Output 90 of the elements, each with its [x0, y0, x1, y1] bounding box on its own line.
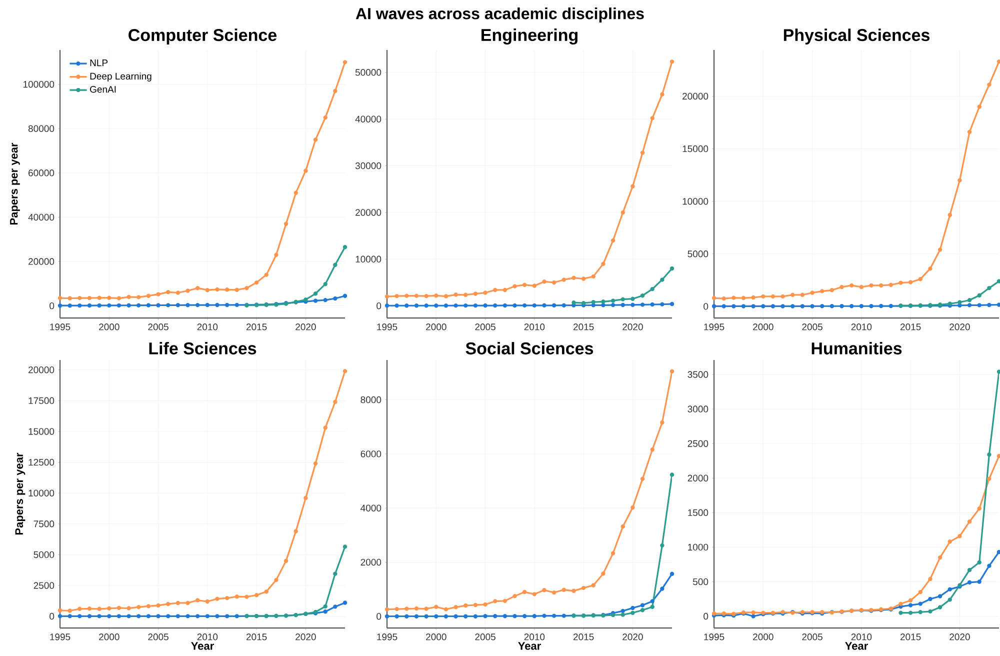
x-tick-label: 1995 [704, 634, 724, 640]
y-tick-label: 20000 [28, 258, 54, 265]
y-tick-label: 8000 [360, 396, 382, 404]
x-tick-label: 2015 [246, 324, 267, 330]
legend-label: GenAI [90, 86, 116, 93]
x-tick-label: 2020 [622, 324, 643, 330]
y-tick-label: 100000 [23, 80, 54, 88]
x-tick-label: 2010 [524, 634, 545, 640]
x-axis-title: Year [518, 642, 541, 650]
y-tick-label: 12500 [28, 458, 54, 466]
x-tick-label: 1995 [377, 324, 398, 330]
y-tick-label: 40000 [28, 214, 54, 221]
y-tick-label: 0 [704, 303, 708, 310]
chart-title: Social Sciences [466, 342, 594, 354]
legend-label: NLP [90, 60, 108, 66]
x-tick-label: 2015 [573, 634, 594, 640]
x-tick-label: 2020 [296, 324, 316, 330]
x-tick-label: 2000 [99, 324, 120, 330]
x-tick-label: 2020 [950, 324, 970, 330]
chart-title: Computer Science [128, 28, 277, 44]
x-tick-label: 2000 [426, 324, 446, 330]
x-tick-label: 2000 [753, 324, 774, 330]
y-tick-label: 1000 [688, 544, 708, 551]
chart-title: Humanities [812, 342, 902, 354]
y-tick-label: 10000 [28, 490, 54, 496]
chart-title: Physical Sciences [784, 28, 930, 44]
y-axis-title: Papers per year [10, 142, 20, 225]
x-tick-label: 2010 [851, 634, 872, 640]
x-axis-title: Year [845, 642, 868, 650]
x-tick-label: 2000 [426, 634, 446, 640]
y-tick-label: 20000 [682, 92, 708, 100]
x-tick-label: 2020 [950, 634, 970, 640]
x-tick-label: 2015 [900, 324, 921, 330]
y-tick-label: 1500 [688, 509, 708, 516]
x-tick-label: 2010 [851, 324, 872, 330]
y-tick-label: 20000 [28, 366, 54, 374]
x-tick-label: 2005 [802, 634, 822, 640]
x-tick-label: 2020 [622, 634, 643, 640]
y-tick-label: 17500 [28, 397, 54, 404]
chart-title: Engineering [482, 28, 578, 44]
y-tick-label: 0 [376, 302, 382, 310]
y-tick-label: 500 [693, 578, 708, 586]
x-tick-label: 2010 [197, 634, 218, 640]
y-tick-label: 40000 [355, 116, 382, 122]
text: AI waves across academic disciplines [356, 8, 644, 22]
chart-title: Life Sciences [149, 342, 256, 354]
y-tick-label: 15000 [682, 145, 708, 152]
x-tick-label: 2005 [475, 634, 496, 640]
x-tick-label: 2015 [246, 634, 267, 640]
y-tick-label: 2000 [360, 558, 382, 566]
y-tick-label: 6000 [360, 450, 382, 458]
x-tick-label: 2000 [753, 634, 774, 640]
y-tick-label: 80000 [28, 125, 54, 132]
x-tick-label: 2005 [802, 324, 822, 330]
y-tick-label: 0 [376, 612, 382, 620]
x-tick-label: 1995 [50, 324, 70, 330]
x-tick-label: 2020 [296, 634, 316, 640]
legend-label: Deep Learning [90, 72, 152, 82]
y-tick-label: 7500 [34, 520, 54, 528]
x-tick-label: 2015 [900, 634, 921, 640]
y-tick-label: 0 [50, 612, 54, 620]
y-tick-label: 10000 [356, 256, 382, 263]
y-tick-label: 0 [50, 302, 54, 310]
y-tick-label: 5000 [34, 551, 54, 558]
y-tick-label: 15000 [28, 428, 54, 435]
y-tick-label: 2000 [688, 474, 708, 482]
y-tick-label: 20000 [356, 209, 382, 216]
y-axis-title: Papers per year [15, 452, 26, 535]
y-tick-label: 60000 [28, 170, 54, 176]
x-tick-label: 2010 [197, 324, 218, 330]
y-tick-label: 3500 [688, 371, 708, 378]
y-tick-label: 5000 [688, 250, 708, 258]
x-tick-label: 1995 [50, 634, 70, 640]
x-tick-label: 2005 [475, 324, 496, 330]
y-tick-label: 4000 [360, 504, 382, 512]
x-tick-label: 1995 [704, 324, 724, 330]
y-tick-label: 3000 [688, 406, 708, 412]
x-tick-label: 2015 [573, 324, 594, 330]
y-tick-label: 10000 [682, 198, 708, 205]
y-tick-label: 2500 [688, 440, 708, 447]
y-tick-label: 30000 [355, 162, 382, 170]
x-tick-label: 1995 [377, 634, 398, 640]
y-tick-label: 0 [704, 612, 708, 620]
x-axis-title: Year [191, 642, 214, 650]
x-tick-label: 2000 [99, 634, 120, 640]
y-tick-label: 2500 [34, 582, 54, 589]
x-tick-label: 2010 [524, 324, 545, 330]
x-tick-label: 2005 [148, 324, 168, 330]
x-tick-label: 2005 [148, 634, 168, 640]
y-tick-label: 50000 [355, 69, 382, 76]
